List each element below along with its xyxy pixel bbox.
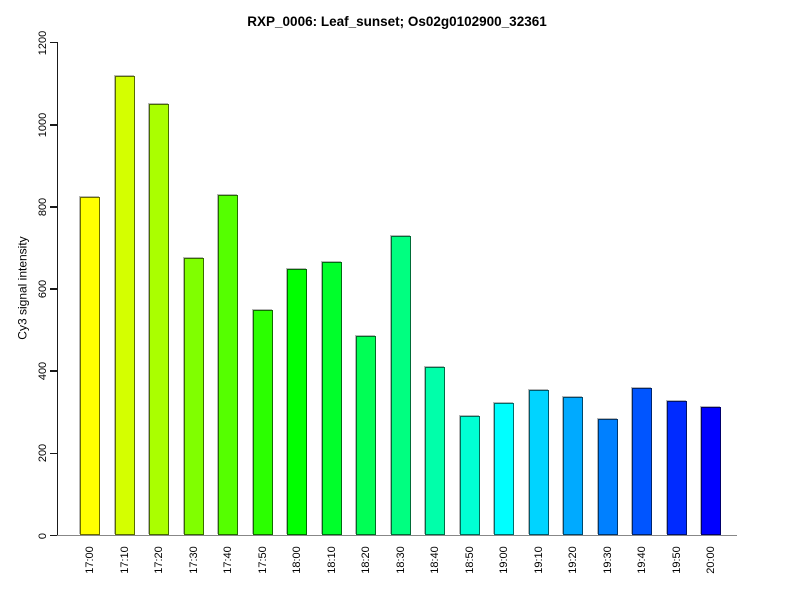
bar-18:40: [425, 367, 445, 536]
x-tick-label-text: 17:00: [84, 546, 96, 574]
bar-17:20: [149, 104, 169, 536]
bar-19:30: [597, 419, 618, 536]
bar-18:30: [390, 235, 411, 536]
bar-18:00: [287, 268, 307, 536]
bar-19:20: [563, 397, 583, 536]
y-axis-label-text: Cy3 signal intensity: [16, 236, 31, 340]
x-tick-label-text: 17:30: [187, 546, 200, 574]
y-tick-label-text: 800: [37, 197, 50, 217]
bar-17:30: [183, 258, 204, 536]
x-tick-label-text: 19:30: [601, 546, 614, 574]
y-tick-mark-800: [50, 206, 57, 208]
x-tick-label-text: 18:50: [463, 546, 476, 574]
y-tick-label-text: 1200: [37, 30, 50, 55]
y-tick-label-text: 1000: [37, 112, 50, 138]
chart-title-text: RXP_0006: Leaf_sunset; Os02g0102900_3236…: [247, 13, 547, 29]
x-tick-label-text: 18:20: [360, 546, 372, 574]
x-tick-label-text: 19:20: [567, 546, 579, 574]
y-tick-label-text: 200: [37, 444, 50, 463]
y-tick-mark-0: [50, 534, 57, 537]
x-tick-label-text: 19:50: [670, 546, 683, 574]
bar-19:40: [632, 387, 652, 536]
y-tick-mark-600: [50, 288, 57, 290]
x-tick-label-text: 17:50: [256, 546, 269, 574]
bar-18:10: [321, 262, 342, 536]
y-tick-mark-1000: [50, 124, 57, 126]
x-tick-label-text: 18:40: [429, 546, 441, 574]
x-tick-label-text: 17:20: [153, 546, 165, 574]
y-tick-mark-200: [50, 452, 57, 455]
bar-17:10: [114, 75, 135, 536]
x-tick-label-text: 18:00: [291, 546, 303, 574]
bar-19:50: [666, 400, 687, 536]
x-tick-label-text: 18:10: [325, 546, 338, 574]
bar-19:10: [528, 389, 549, 536]
y-tick-label-text: 0: [37, 532, 49, 539]
x-axis-line: [57, 534, 737, 537]
y-tick-label-text: 400: [37, 362, 50, 381]
x-tick-label-text: 19:00: [498, 546, 510, 574]
bar-17:00: [80, 196, 100, 536]
bar-20:00: [701, 407, 721, 536]
y-axis-line: [56, 42, 58, 536]
x-tick-label-text: 18:30: [394, 546, 407, 574]
bar-18:50: [459, 416, 480, 536]
y-tick-mark-400: [50, 370, 57, 372]
bar-17:40: [218, 194, 238, 536]
x-tick-label-text: 17:10: [118, 546, 131, 574]
y-tick-mark-1200: [50, 41, 57, 44]
x-tick-label-text: 20:00: [705, 546, 717, 574]
x-tick-label-text: 19:40: [636, 546, 648, 574]
x-tick-label-text: 17:40: [222, 546, 234, 574]
y-tick-label-text: 600: [37, 279, 50, 299]
bar-17:50: [252, 309, 273, 536]
bar-18:20: [356, 336, 376, 536]
bar-19:00: [494, 403, 514, 536]
x-tick-label-text: 19:10: [532, 546, 545, 574]
